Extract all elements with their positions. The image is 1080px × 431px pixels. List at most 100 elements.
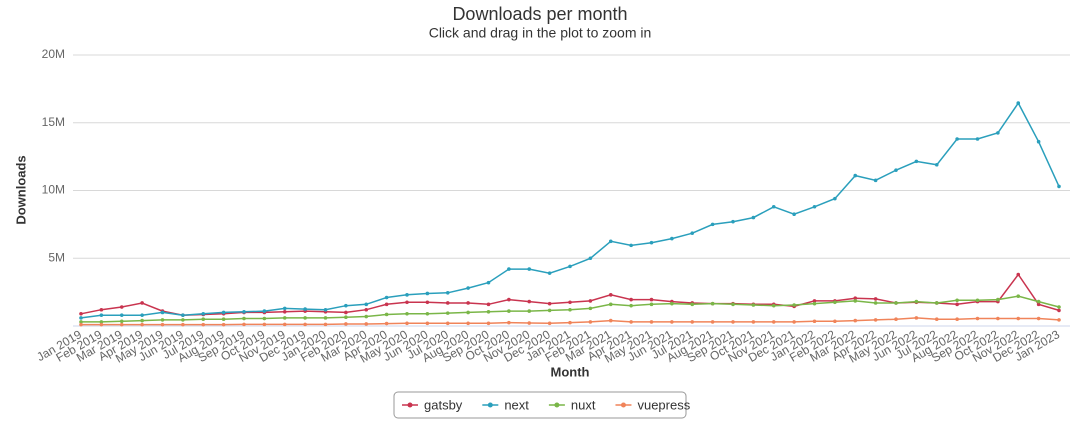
data-point bbox=[955, 298, 959, 303]
data-point bbox=[405, 293, 409, 297]
data-point bbox=[160, 318, 165, 322]
data-point bbox=[975, 316, 980, 321]
data-point bbox=[1057, 305, 1061, 309]
data-point bbox=[731, 320, 735, 324]
data-point bbox=[996, 131, 1000, 135]
legend-item[interactable]: gatsby bbox=[424, 397, 463, 412]
data-point bbox=[262, 316, 267, 321]
data-point bbox=[1016, 272, 1021, 277]
data-point bbox=[873, 297, 878, 301]
data-point bbox=[486, 321, 491, 326]
data-point bbox=[364, 302, 369, 307]
data-point bbox=[303, 316, 307, 320]
data-point bbox=[812, 319, 817, 324]
y-axis-title: Downloads bbox=[13, 155, 28, 224]
data-point bbox=[1057, 318, 1061, 322]
data-point bbox=[221, 317, 226, 322]
legend-marker bbox=[554, 402, 560, 408]
data-point bbox=[364, 307, 369, 312]
y-tick-label: 10M bbox=[42, 183, 65, 197]
data-point bbox=[384, 321, 389, 326]
data-point bbox=[466, 310, 470, 315]
data-point bbox=[608, 239, 613, 244]
data-point bbox=[486, 280, 491, 285]
data-point bbox=[323, 316, 328, 320]
legend-item[interactable]: next bbox=[504, 397, 529, 412]
data-point bbox=[873, 178, 878, 183]
data-point bbox=[568, 264, 572, 269]
data-point bbox=[384, 302, 389, 307]
data-point bbox=[914, 316, 919, 320]
data-point bbox=[160, 322, 165, 327]
legend-item[interactable]: vuepress bbox=[637, 397, 690, 412]
data-point bbox=[384, 312, 389, 317]
data-point bbox=[873, 318, 878, 322]
data-point bbox=[140, 313, 144, 317]
data-point bbox=[181, 313, 185, 317]
data-point bbox=[975, 298, 980, 303]
data-point bbox=[1036, 316, 1041, 321]
data-point bbox=[445, 311, 450, 315]
data-point bbox=[568, 300, 572, 305]
data-point bbox=[588, 299, 593, 303]
data-point bbox=[547, 308, 552, 313]
data-point bbox=[608, 293, 613, 297]
data-point bbox=[914, 299, 919, 304]
y-tick-label: 5M bbox=[48, 250, 65, 264]
data-point bbox=[731, 219, 735, 224]
data-point bbox=[996, 316, 1000, 321]
data-point bbox=[507, 320, 511, 325]
data-point bbox=[79, 322, 83, 327]
data-point bbox=[201, 322, 206, 327]
data-point bbox=[629, 303, 633, 308]
data-point bbox=[466, 321, 470, 326]
data-point bbox=[364, 314, 369, 319]
data-point bbox=[1016, 316, 1021, 321]
data-point bbox=[547, 301, 552, 306]
data-point bbox=[812, 299, 817, 303]
data-point bbox=[425, 312, 430, 316]
data-point bbox=[608, 302, 613, 307]
data-point bbox=[486, 302, 491, 307]
data-point bbox=[425, 300, 430, 305]
legend-marker bbox=[620, 402, 626, 408]
data-point bbox=[507, 297, 511, 302]
data-point bbox=[344, 303, 348, 308]
data-point bbox=[833, 196, 837, 201]
legend-marker bbox=[407, 402, 413, 408]
data-point bbox=[242, 322, 246, 327]
data-point bbox=[79, 312, 83, 316]
legend-item[interactable]: nuxt bbox=[571, 397, 596, 412]
data-point bbox=[629, 320, 633, 324]
data-point bbox=[119, 322, 124, 327]
data-point bbox=[140, 318, 144, 323]
data-point bbox=[1016, 101, 1021, 105]
data-point bbox=[99, 307, 104, 312]
data-point bbox=[690, 320, 695, 324]
data-point bbox=[119, 313, 124, 317]
data-point bbox=[934, 162, 939, 167]
data-point bbox=[507, 267, 511, 271]
data-point bbox=[282, 322, 287, 327]
data-point bbox=[771, 303, 776, 308]
data-point bbox=[731, 302, 735, 307]
data-point bbox=[527, 321, 532, 325]
data-point bbox=[99, 322, 104, 327]
data-point bbox=[344, 315, 348, 319]
data-point bbox=[1036, 302, 1041, 307]
data-point bbox=[282, 316, 287, 320]
data-point bbox=[588, 306, 593, 311]
data-point bbox=[853, 173, 858, 178]
data-point bbox=[996, 297, 1000, 302]
data-point bbox=[323, 322, 328, 327]
data-point bbox=[303, 307, 307, 311]
data-point bbox=[527, 309, 532, 313]
data-point bbox=[649, 297, 654, 302]
data-point bbox=[160, 310, 165, 315]
data-point bbox=[221, 310, 226, 315]
data-point bbox=[221, 322, 226, 327]
data-point bbox=[486, 309, 491, 314]
data-point bbox=[79, 316, 83, 320]
data-point bbox=[792, 303, 796, 307]
data-point bbox=[975, 137, 980, 141]
